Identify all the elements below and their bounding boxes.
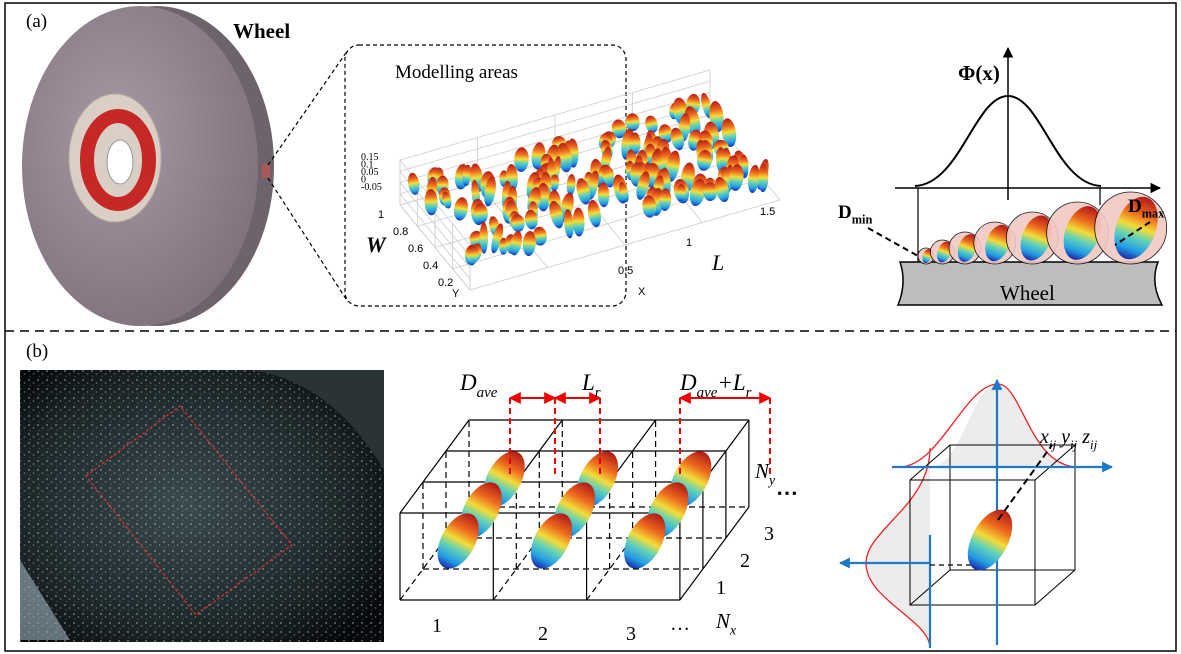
symbol: N <box>715 609 731 633</box>
x-tick-label: 0.5 <box>618 265 633 277</box>
subscript: r <box>595 385 601 401</box>
panel-label: (b) <box>26 341 48 362</box>
panel-label: (a) <box>26 11 47 32</box>
symbol: L <box>581 370 595 395</box>
micrograph-texture <box>20 370 384 642</box>
column-label: 2 <box>538 623 548 645</box>
x-axis-label: X <box>638 286 646 298</box>
subscript: ave <box>697 385 718 401</box>
depth-label: 3 <box>764 523 774 545</box>
zoom-line <box>268 178 348 302</box>
y-tick-label: 0.2 <box>438 277 453 289</box>
d-min-label: Dmin <box>838 202 872 227</box>
modelled-grain <box>625 113 641 132</box>
n-y-label: Ny <box>754 459 776 487</box>
symbol: D <box>1128 196 1142 217</box>
leader-line <box>868 228 918 256</box>
sample-spot <box>262 164 270 178</box>
cell-edge <box>680 507 749 600</box>
phi-label: Φ(x) <box>958 61 1000 85</box>
d-ave-plus-l-r-label: Dave+Lr <box>679 370 752 401</box>
figure: (a)WheelModelling areas0.150.10.050-0.05… <box>0 0 1181 654</box>
column-label: 3 <box>626 623 636 645</box>
grain <box>959 502 1022 577</box>
l-r-label: Lr <box>581 370 601 401</box>
y-tick-label: 0.6 <box>408 243 423 255</box>
w-label: W <box>366 232 387 257</box>
z-tick-label: -0.05 <box>361 182 382 193</box>
column-label: 1 <box>432 615 442 637</box>
subscript: ave <box>477 385 498 401</box>
coordinate-label: xij yij zij <box>1039 426 1098 452</box>
ellipsis: ⋯ <box>776 480 798 505</box>
inset-title: Modelling areas <box>395 62 518 83</box>
symbol: +L <box>717 370 745 395</box>
subscript: r <box>746 385 752 401</box>
symbol: x <box>1039 426 1049 448</box>
wheel-hole <box>107 140 133 184</box>
subscript: max <box>1142 207 1165 221</box>
marginal-left <box>866 448 930 648</box>
symbol: y <box>1056 426 1070 448</box>
x-tick-label: 1.5 <box>760 206 775 218</box>
y-tick-label: 0.4 <box>423 260 438 272</box>
y-tick-label: 1 <box>378 209 384 221</box>
subscript: y <box>767 472 776 487</box>
depth-label: 1 <box>716 577 726 599</box>
y-tick-label: 0.8 <box>393 226 408 238</box>
d-ave-label: Dave <box>459 370 498 401</box>
cell-edge <box>400 420 469 513</box>
subscript: ij <box>1090 437 1098 452</box>
symbol: D <box>459 370 477 395</box>
l-label: L <box>711 250 724 275</box>
wheel-base-label: Wheel <box>1000 281 1055 305</box>
wheel-title: Wheel <box>233 19 290 43</box>
subscript: min <box>852 213 873 227</box>
symbol: D <box>838 202 852 223</box>
symbol: D <box>679 370 697 395</box>
x-tick-label: 1 <box>686 237 692 249</box>
n-x-label: Nx <box>715 609 736 637</box>
ellipsis: … <box>670 613 690 635</box>
depth-label: 2 <box>740 550 750 572</box>
symbol: z <box>1077 426 1090 448</box>
subscript: x <box>729 622 736 637</box>
symbol: N <box>754 459 770 483</box>
zoom-line <box>268 50 348 165</box>
cell-edge <box>1035 570 1075 605</box>
y-axis-label: Y <box>452 288 460 300</box>
